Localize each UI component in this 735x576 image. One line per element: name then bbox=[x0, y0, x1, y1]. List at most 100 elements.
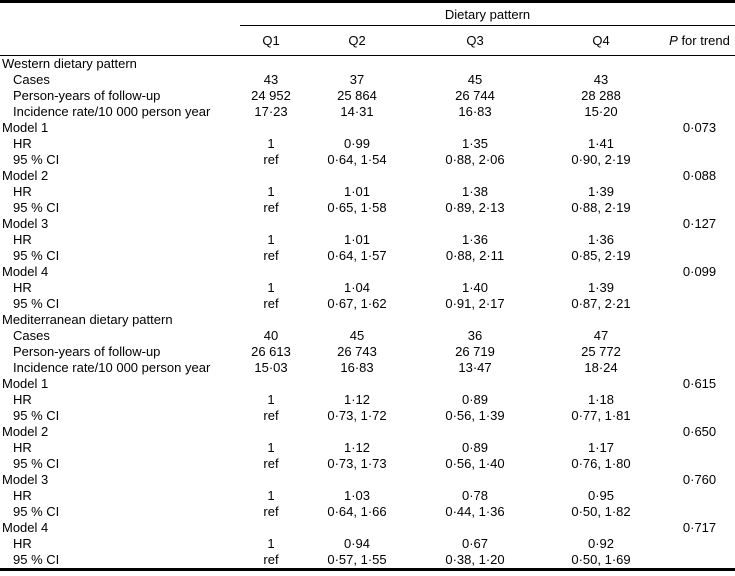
cell-q1: 26 613 bbox=[251, 344, 291, 359]
cell-q3: 0·88, 2·11 bbox=[445, 248, 505, 263]
cell-q2 bbox=[302, 472, 412, 488]
cell-p-for-trend bbox=[664, 184, 735, 200]
cell-p-for-trend bbox=[664, 88, 735, 104]
cell-q3: 45 bbox=[467, 72, 483, 87]
cell-q2: 26 743 bbox=[337, 344, 377, 359]
row-label: HR bbox=[13, 136, 32, 151]
spanner-row: Dietary pattern bbox=[0, 1, 735, 26]
table-row: HR 1 1·03 0·78 0·95 bbox=[0, 488, 735, 504]
cell-q4: 1·39 bbox=[587, 184, 615, 199]
cell-q2: 0·94 bbox=[343, 536, 371, 551]
table-row: 95 % CI ref 0·67, 1·62 0·91, 2·17 0·87, 2·21 bbox=[0, 296, 735, 312]
cell-p-for-trend: 0·717 bbox=[682, 520, 717, 535]
cell-p-for-trend: 0·615 bbox=[682, 376, 717, 391]
cell-p-for-trend bbox=[664, 360, 735, 376]
cell-q1: 1 bbox=[267, 392, 275, 407]
cell-q3: 0·91, 2·17 bbox=[445, 296, 505, 311]
cell-q4 bbox=[538, 376, 664, 392]
cell-p-for-trend bbox=[664, 152, 735, 168]
cell-q1: 1 bbox=[267, 536, 275, 551]
cell-q1 bbox=[240, 312, 302, 328]
cell-q3 bbox=[412, 472, 538, 488]
cell-q3: 0·89, 2·13 bbox=[445, 200, 505, 215]
cell-p-for-trend: 0·760 bbox=[682, 472, 717, 487]
row-label: Model 2 bbox=[2, 424, 49, 439]
cell-p-for-trend bbox=[664, 328, 735, 344]
spanner-dietary-pattern: Dietary pattern bbox=[240, 1, 735, 26]
table-section-row: Model 2 0·650 bbox=[0, 424, 735, 440]
table-row: Person-years of follow-up 26 613 26 743 26 … bbox=[0, 344, 735, 360]
table-row: 95 % CI ref 0·73, 1·73 0·56, 1·40 0·76, 1·80 bbox=[0, 456, 735, 472]
cell-q3 bbox=[412, 216, 538, 232]
cell-q1 bbox=[240, 376, 302, 392]
column-header-q1: Q1 bbox=[240, 25, 302, 56]
cell-p-for-trend bbox=[664, 440, 735, 456]
row-label: HR bbox=[13, 440, 32, 455]
p-for-trend-rest: for trend bbox=[677, 33, 730, 48]
cell-q2: 1·01 bbox=[343, 184, 371, 199]
row-label: Model 3 bbox=[2, 216, 49, 231]
cell-q2: 0·57, 1·55 bbox=[327, 552, 387, 567]
cell-q4: 15·20 bbox=[584, 104, 618, 119]
cell-q4: 28 288 bbox=[581, 88, 621, 103]
cell-p-for-trend: 0·073 bbox=[682, 120, 717, 135]
cell-q1: ref bbox=[263, 200, 279, 215]
cell-q4: 0·76, 1·80 bbox=[571, 456, 631, 471]
cell-q2 bbox=[302, 168, 412, 184]
row-label: 95 % CI bbox=[13, 248, 60, 263]
cell-q2 bbox=[302, 264, 412, 280]
cell-q4: 1·39 bbox=[587, 280, 615, 295]
cell-p-for-trend: 0·088 bbox=[682, 168, 717, 183]
column-header-row: Q1 Q2 Q3 Q4 P for trend bbox=[0, 25, 735, 56]
cell-q2: 0·65, 1·58 bbox=[327, 200, 387, 215]
cell-q1: 1 bbox=[267, 232, 275, 247]
cell-q3 bbox=[412, 312, 538, 328]
table-row: 95 % CI ref 0·64, 1·54 0·88, 2·06 0·90, 2·19 bbox=[0, 152, 735, 168]
cell-q1: ref bbox=[263, 296, 279, 311]
cell-q3: 13·47 bbox=[458, 360, 492, 375]
row-label: Cases bbox=[13, 72, 50, 87]
column-header-q4: Q4 bbox=[538, 25, 664, 56]
cell-p-for-trend: 0·127 bbox=[682, 216, 717, 231]
row-label: Person-years of follow-up bbox=[13, 344, 161, 359]
cell-q4: 1·41 bbox=[587, 136, 615, 151]
cell-q4: 0·87, 2·21 bbox=[571, 296, 631, 311]
row-label: Western dietary pattern bbox=[2, 56, 137, 71]
cell-q3 bbox=[412, 424, 538, 440]
cell-q1: 1 bbox=[267, 184, 275, 199]
table-section-row: Model 4 0·099 bbox=[0, 264, 735, 280]
cell-q4 bbox=[538, 264, 664, 280]
cell-q1 bbox=[240, 56, 302, 73]
cell-q2 bbox=[302, 216, 412, 232]
table-section-row: Model 3 0·127 bbox=[0, 216, 735, 232]
row-label: Model 1 bbox=[2, 120, 49, 135]
row-label: HR bbox=[13, 232, 32, 247]
table-section-row: Western dietary pattern bbox=[0, 56, 735, 73]
cell-q4: 1·36 bbox=[587, 232, 615, 247]
cell-p-for-trend bbox=[664, 248, 735, 264]
cell-q1: ref bbox=[263, 408, 279, 423]
cell-q2: 0·64, 1·66 bbox=[327, 504, 387, 519]
row-label: 95 % CI bbox=[13, 456, 60, 471]
cell-q2: 1·04 bbox=[343, 280, 371, 295]
cell-q3: 0·88, 2·06 bbox=[445, 152, 505, 167]
cell-q1: 43 bbox=[263, 72, 279, 87]
cell-q2: 1·12 bbox=[343, 440, 371, 455]
cell-q4 bbox=[538, 56, 664, 73]
cell-q4: 0·77, 1·81 bbox=[571, 408, 631, 423]
cell-q3: 0·67 bbox=[461, 536, 489, 551]
row-label: HR bbox=[13, 392, 32, 407]
table-section-row: Model 1 0·615 bbox=[0, 376, 735, 392]
table-row: 95 % CI ref 0·65, 1·58 0·89, 2·13 0·88, 2·19 bbox=[0, 200, 735, 216]
cell-p-for-trend bbox=[664, 232, 735, 248]
cell-q3 bbox=[412, 520, 538, 536]
row-label: Model 4 bbox=[2, 520, 49, 535]
cell-q3: 0·78 bbox=[461, 488, 489, 503]
cell-q4: 0·88, 2·19 bbox=[571, 200, 631, 215]
cell-p-for-trend bbox=[664, 392, 735, 408]
cell-q4: 18·24 bbox=[584, 360, 618, 375]
cell-q2: 16·83 bbox=[340, 360, 374, 375]
cell-p-for-trend bbox=[664, 456, 735, 472]
cell-q3: 0·44, 1·36 bbox=[445, 504, 505, 519]
table-row: 95 % CI ref 0·73, 1·72 0·56, 1·39 0·77, 1·81 bbox=[0, 408, 735, 424]
